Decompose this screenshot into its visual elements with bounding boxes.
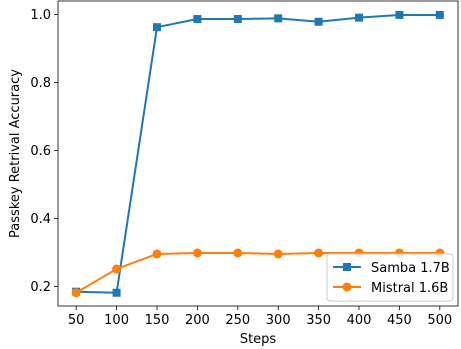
y-axis-label: Passkey Retrival Accuracy xyxy=(8,69,23,238)
data-point-samba xyxy=(395,10,404,19)
data-point-mistral xyxy=(112,264,122,274)
data-point-samba xyxy=(233,15,242,24)
legend-box xyxy=(326,253,454,302)
x-tick-label: 200 xyxy=(185,313,210,328)
x-tick-label: 350 xyxy=(306,313,331,328)
legend-entry-samba: Samba 1.7B xyxy=(333,261,450,276)
x-tick-label: 300 xyxy=(266,313,291,328)
x-axis-label: Steps xyxy=(240,332,277,347)
legend-label-mistral: Mistral 1.6B xyxy=(371,281,448,296)
data-point-samba xyxy=(274,14,283,23)
data-point-samba xyxy=(314,17,323,26)
data-point-samba xyxy=(152,23,161,32)
data-point-mistral xyxy=(314,248,324,258)
x-tick-label: 450 xyxy=(387,313,412,328)
data-point-mistral xyxy=(71,288,81,298)
legend-entry-mistral: Mistral 1.6B xyxy=(333,281,448,296)
x-tick-label: 500 xyxy=(427,313,452,328)
x-tick-label: 50 xyxy=(68,313,85,328)
data-point-samba xyxy=(112,288,121,297)
y-tick-label: 0.2 xyxy=(30,280,51,295)
x-tick-label: 150 xyxy=(145,313,170,328)
legend-marker-samba xyxy=(343,263,351,271)
y-axis-ticks: 0.2 0.4 0.6 0.8 1.0 xyxy=(30,8,58,295)
data-point-samba xyxy=(435,10,444,19)
series-layer xyxy=(71,10,445,298)
x-axis-ticks: 50 100 150 200 250 300 350 400 450 500 xyxy=(68,306,452,328)
legend-marker-mistral xyxy=(342,282,352,292)
y-tick-label: 0.8 xyxy=(30,76,51,91)
x-tick-label: 250 xyxy=(225,313,250,328)
plot-area xyxy=(57,0,459,307)
data-point-mistral xyxy=(273,249,283,259)
legend-label-samba: Samba 1.7B xyxy=(371,261,450,276)
x-tick-label: 400 xyxy=(347,313,372,328)
y-tick-label: 0.4 xyxy=(30,212,51,227)
y-tick-label: 0.6 xyxy=(30,144,51,159)
data-point-samba xyxy=(355,13,364,22)
y-tick-label: 1.0 xyxy=(30,8,51,23)
data-point-mistral xyxy=(192,248,202,258)
series-line-mistral xyxy=(75,251,440,294)
series-line-samba xyxy=(76,13,440,294)
x-tick-label: 100 xyxy=(104,313,129,328)
legend: Samba 1.7B Mistral 1.6B xyxy=(326,253,454,302)
data-point-mistral xyxy=(233,248,243,258)
data-point-mistral xyxy=(152,249,162,259)
data-point-samba xyxy=(193,15,202,24)
